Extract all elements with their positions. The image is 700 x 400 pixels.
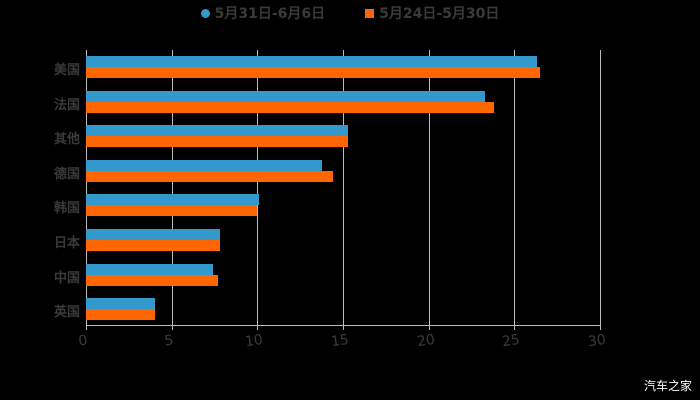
x-tick (171, 325, 173, 330)
x-tick-label: 15 (330, 331, 350, 351)
bar[interactable] (86, 194, 260, 206)
category-label: 法国 (53, 97, 80, 113)
category-label: 韩国 (53, 201, 80, 217)
legend-item-series-1[interactable]: 5月31日-6月6日 (200, 3, 326, 23)
bar[interactable] (86, 67, 541, 78)
category-label: 英国 (53, 305, 80, 321)
watermark: 汽车之家 (643, 379, 692, 393)
gridline (600, 50, 601, 325)
bar[interactable] (86, 309, 155, 321)
gridline (86, 50, 87, 325)
x-tick (428, 325, 430, 330)
bar[interactable] (86, 229, 220, 240)
x-tick (514, 325, 516, 330)
bar[interactable] (86, 159, 323, 171)
x-tick-label: 20 (415, 331, 436, 351)
plot-area (86, 50, 601, 325)
x-tick (343, 325, 344, 330)
category-label: 其他 (53, 132, 80, 148)
gridline (514, 50, 516, 325)
x-tick-label: 25 (501, 331, 522, 351)
bar[interactable] (86, 125, 349, 137)
category-label: 美国 (53, 63, 80, 78)
bar[interactable] (86, 240, 220, 251)
legend-label: 5月24日-5月30日 (379, 6, 500, 22)
bar[interactable] (86, 101, 494, 113)
bar[interactable] (86, 136, 349, 148)
x-tick (600, 325, 601, 330)
category-label: 日本 (53, 236, 80, 251)
x-tick (86, 325, 87, 330)
chart-legend: 5月31日-6月6日 5月24日-5月30日 (0, 3, 700, 23)
gridline (428, 50, 430, 325)
bar[interactable] (86, 170, 333, 182)
legend-square-icon (365, 8, 375, 18)
bar[interactable] (86, 274, 218, 286)
gridline (343, 50, 344, 325)
category-label: 中国 (53, 270, 80, 286)
bar[interactable] (86, 298, 155, 310)
x-tick-label: 5 (163, 332, 175, 350)
bar[interactable] (86, 56, 537, 67)
x-tick-label: 0 (77, 332, 89, 350)
gridline (257, 50, 259, 325)
legend-item-series-2[interactable]: 5月24日-5月30日 (365, 3, 499, 23)
category-label: 德国 (53, 166, 80, 182)
legend-circle-icon (200, 8, 210, 18)
x-tick-label: 30 (587, 331, 607, 351)
x-tick-label: 10 (244, 331, 265, 351)
bar[interactable] (86, 90, 486, 102)
bar[interactable] (86, 205, 258, 217)
legend-label: 5月31日-6月6日 (214, 6, 326, 22)
x-tick (257, 325, 259, 330)
gridline (171, 50, 173, 325)
bar[interactable] (86, 263, 213, 275)
